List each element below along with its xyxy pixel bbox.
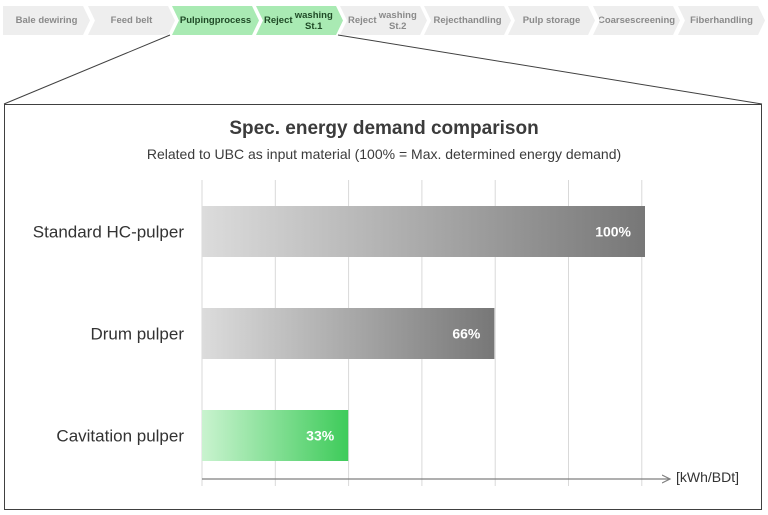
process-step-label: Reject [264, 15, 293, 26]
chart-panel [4, 104, 762, 510]
process-step-pulp-storage[interactable]: Pulp storage [508, 6, 595, 35]
process-step-label: Coarse [597, 15, 631, 26]
process-step-coarse-screening[interactable]: Coarse screening [593, 6, 680, 35]
process-step-bale-dewiring[interactable]: Bale dewiring [3, 6, 90, 35]
process-step-label: handling [461, 15, 502, 26]
process-step-label: Fiber [690, 15, 714, 26]
category-label: Standard HC-pulper [33, 223, 185, 242]
bar-standard-hc-pulper [202, 206, 645, 257]
zoom-connector-lines [3, 34, 763, 105]
process-step-reject-handling[interactable]: Reject handling [424, 6, 511, 35]
process-step-label: process [214, 15, 252, 26]
process-step-label: washing St.2 [378, 9, 417, 32]
bar-drum-pulper [202, 308, 495, 359]
x-axis-unit-label: [kWh/BDt] [676, 469, 740, 485]
process-step-feed-belt[interactable]: Feed belt [88, 6, 175, 35]
bar-value-label: 100% [595, 224, 631, 240]
process-step-reject-washing-st-2[interactable]: Reject washing St.2 [340, 6, 427, 35]
process-step-label: screening [630, 15, 676, 26]
process-step-label: handling [713, 15, 753, 26]
bar-value-label: 66% [452, 326, 481, 342]
process-step-fiber-handling[interactable]: Fiber handling [678, 6, 765, 35]
bar-cavitation-pulper [202, 410, 349, 461]
process-step-label: Reject [433, 15, 462, 26]
bar-value-label: 33% [306, 428, 335, 444]
process-step-label: Pulping [179, 15, 215, 26]
chart-subtitle: Related to UBC as input material (100% =… [146, 146, 622, 162]
process-step-pulping-process[interactable]: Pulping process [172, 6, 259, 35]
process-step-reject-washing-st-1[interactable]: Reject washing St.1 [256, 6, 343, 35]
chart-title: Spec. energy demand comparison [229, 118, 539, 139]
category-label: Cavitation pulper [56, 427, 184, 446]
category-label: Drum pulper [90, 325, 184, 344]
process-step-label: Feed belt [110, 15, 153, 26]
process-step-bar: Bale dewiring Feed belt Pulping process Reje… [0, 0, 768, 40]
process-step-label: Pulp storage [522, 15, 581, 26]
process-step-label: Reject [348, 15, 377, 26]
process-step-label: Bale dewiring [15, 15, 78, 26]
process-step-label: washing St.1 [294, 9, 333, 32]
